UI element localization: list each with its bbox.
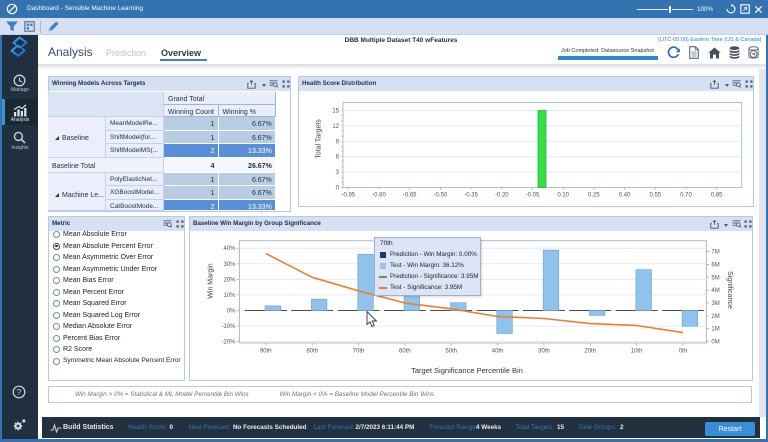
svg-text:3M: 3M bbox=[711, 301, 719, 307]
svg-text:20%: 20% bbox=[223, 277, 236, 283]
svg-text:80th: 80th bbox=[306, 349, 318, 355]
svg-text:-0.50: -0.50 bbox=[434, 193, 448, 199]
svg-text:0.25: 0.25 bbox=[588, 193, 600, 199]
svg-text:0.70: 0.70 bbox=[680, 193, 692, 199]
svg-text:7M: 7M bbox=[711, 250, 719, 256]
svg-text:-0.05: -0.05 bbox=[526, 193, 540, 199]
svg-text:0.85: 0.85 bbox=[711, 193, 723, 199]
svg-text:1M: 1M bbox=[711, 327, 719, 333]
svg-text:4M: 4M bbox=[711, 288, 719, 294]
svg-text:0.55: 0.55 bbox=[649, 193, 661, 199]
svg-text:-0.80: -0.80 bbox=[372, 193, 386, 199]
svg-text:6M: 6M bbox=[711, 262, 719, 268]
svg-text:-20%: -20% bbox=[221, 340, 236, 346]
svg-text:0%: 0% bbox=[227, 309, 236, 315]
svg-text:30%: 30% bbox=[223, 262, 236, 268]
svg-text:3: 3 bbox=[336, 170, 340, 176]
svg-text:0: 0 bbox=[336, 186, 340, 192]
svg-text:50th: 50th bbox=[445, 349, 457, 355]
svg-text:15: 15 bbox=[332, 109, 339, 115]
svg-text:Total Targets: Total Targets bbox=[316, 119, 323, 159]
svg-text:10th: 10th bbox=[631, 349, 643, 355]
svg-text:10%: 10% bbox=[223, 293, 236, 299]
svg-text:90th: 90th bbox=[260, 349, 272, 355]
svg-text:0M: 0M bbox=[711, 340, 719, 346]
svg-text:40%: 40% bbox=[223, 246, 236, 252]
svg-text:2M: 2M bbox=[711, 314, 719, 320]
svg-text:0.10: 0.10 bbox=[557, 193, 569, 199]
svg-text:-0.95: -0.95 bbox=[341, 193, 355, 199]
svg-text:-0.20: -0.20 bbox=[495, 193, 509, 199]
svg-text:12: 12 bbox=[332, 124, 339, 130]
svg-text:Significance: Significance bbox=[726, 271, 733, 309]
svg-text:70th: 70th bbox=[353, 349, 365, 355]
svg-text:-0.65: -0.65 bbox=[403, 193, 417, 199]
svg-text:60th: 60th bbox=[399, 349, 411, 355]
svg-text:Win Margin: Win Margin bbox=[207, 263, 214, 299]
svg-text:0th: 0th bbox=[679, 349, 687, 355]
svg-text:40th: 40th bbox=[492, 349, 504, 355]
svg-text:0.40: 0.40 bbox=[619, 193, 631, 199]
svg-text:-0.35: -0.35 bbox=[464, 193, 478, 199]
svg-text:30th: 30th bbox=[538, 349, 550, 355]
svg-text:5M: 5M bbox=[711, 275, 719, 281]
svg-text:6: 6 bbox=[336, 155, 340, 161]
svg-text:9: 9 bbox=[336, 139, 340, 145]
svg-text:-10%: -10% bbox=[221, 324, 236, 330]
svg-text:20th: 20th bbox=[584, 349, 596, 355]
svg-text:?: ? bbox=[17, 388, 22, 397]
